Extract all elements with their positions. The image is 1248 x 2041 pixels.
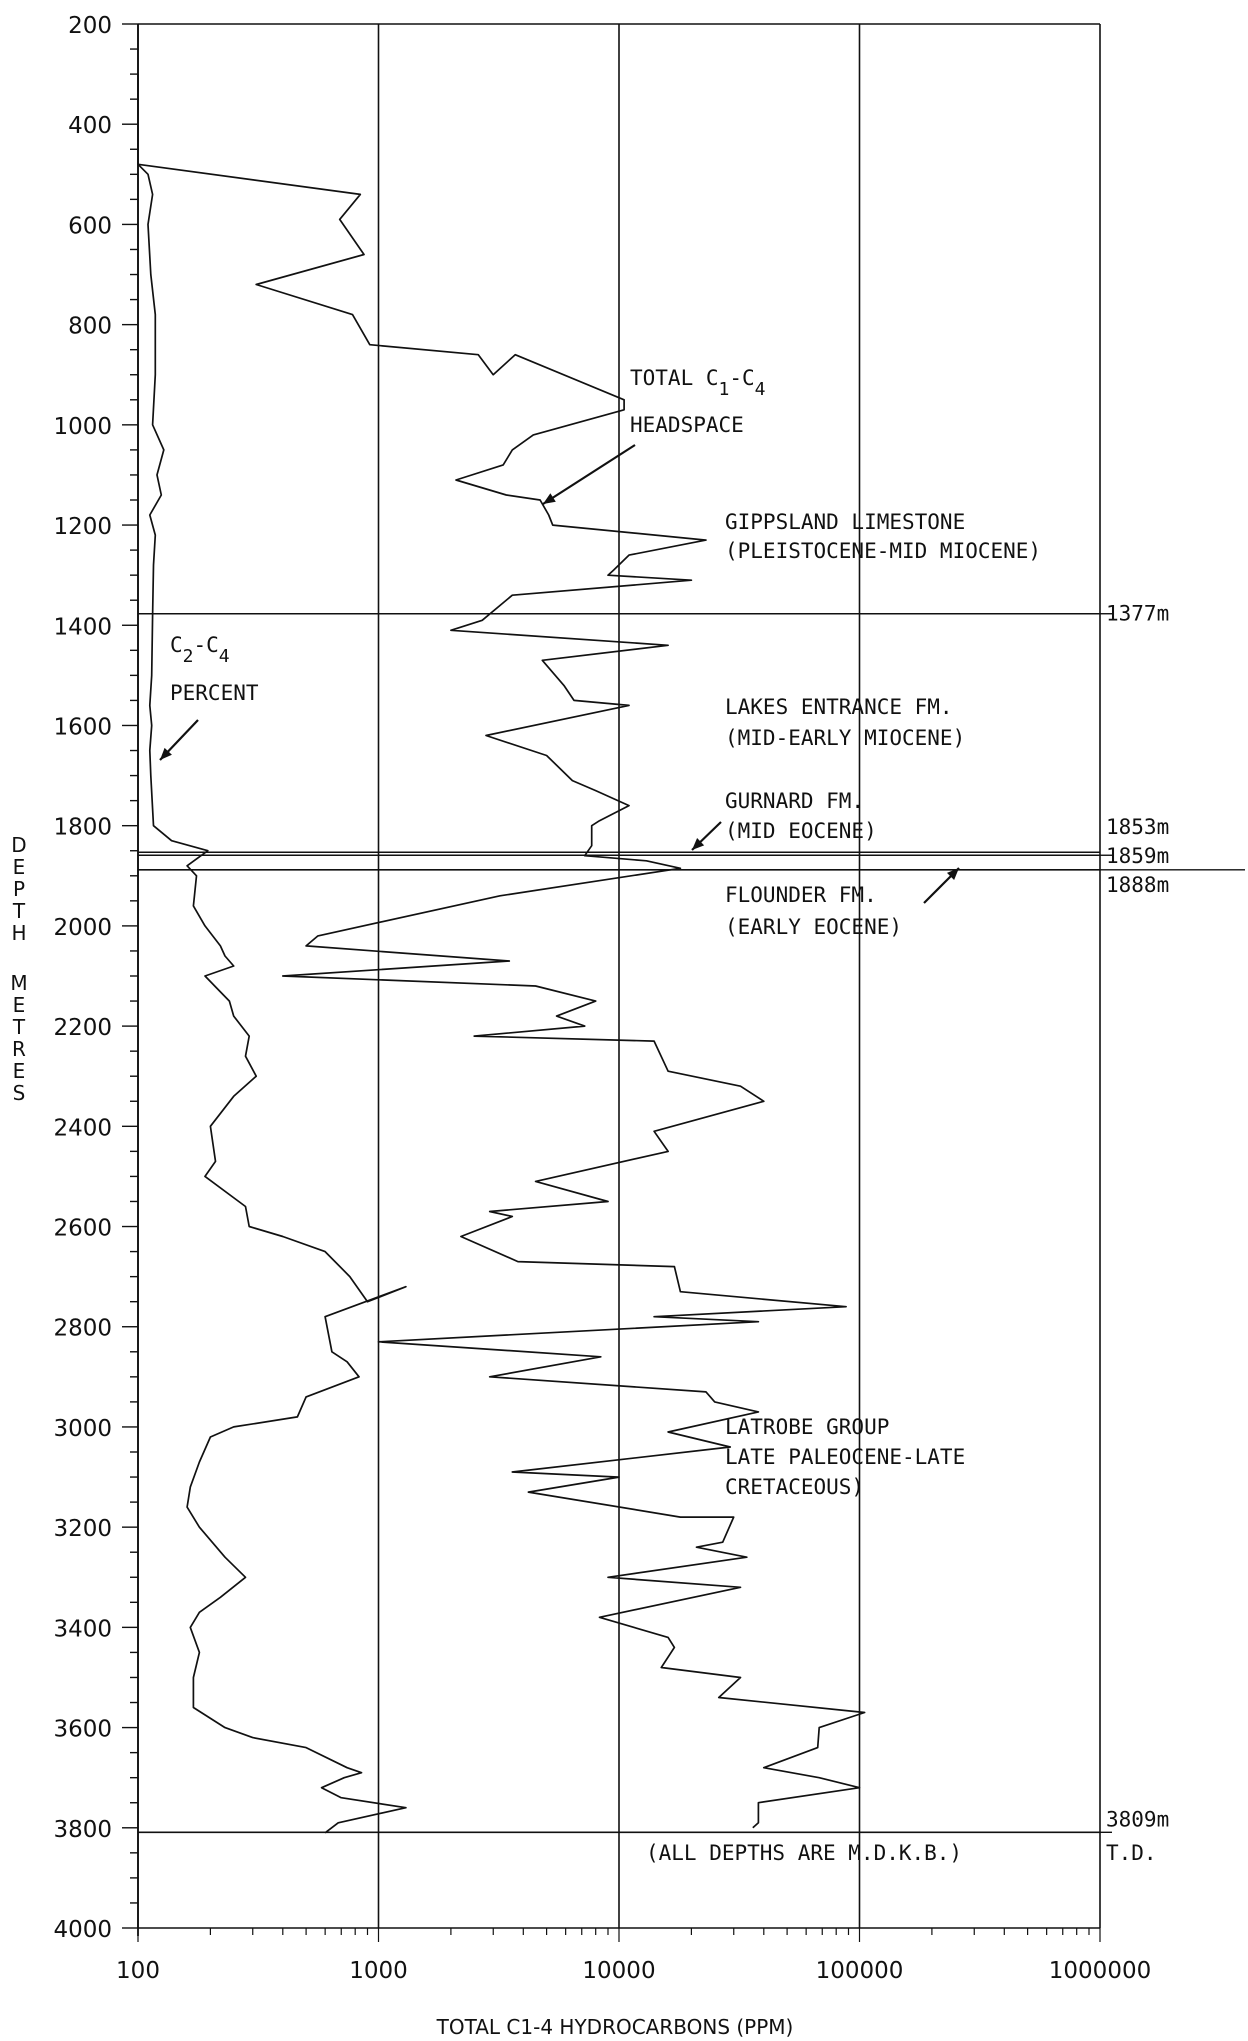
depth-marker-label: 1377m: [1106, 602, 1169, 626]
chart-annotations: TOTAL C1-C4 HEADSPACE C2-C4 PERCENT GIPPSLAN…: [159, 366, 1157, 1865]
depth-marker-label: 3809m: [1106, 1807, 1169, 1831]
y-tick-label: 2400: [53, 1115, 112, 1141]
percent-arrow-head: [160, 747, 172, 760]
x-tick-label: 1000: [349, 1958, 408, 1984]
y-tick-label: 2200: [53, 1015, 112, 1041]
gurnard-label-line2: (MID EOCENE): [725, 819, 877, 843]
y-tick-label: 1600: [53, 714, 112, 740]
depths-note: (ALL DEPTHS ARE M.D.K.B.): [646, 1841, 962, 1865]
headspace-label-line2: HEADSPACE: [630, 413, 744, 437]
y-tick-label: 1200: [53, 514, 112, 540]
headspace-arrow: [542, 444, 636, 505]
series-line: [137, 163, 407, 1834]
y-tick-label: 3400: [53, 1616, 112, 1642]
chart-axes: [122, 23, 1101, 1942]
y-tick-label: 3200: [53, 1516, 112, 1542]
depth-marker-label: 1859m: [1106, 844, 1169, 868]
lakes-entrance-label-line2: (MID-EARLY MIOCENE): [725, 726, 965, 750]
y-tick-label: 600: [68, 213, 112, 239]
percent-label-line2: PERCENT: [170, 681, 259, 705]
headspace-label: TOTAL C1-C4: [630, 366, 766, 400]
x-tick-label: 100: [116, 1958, 160, 1984]
gurnard-label: GURNARD FM.: [725, 789, 864, 813]
headspace-arrow-head: [543, 493, 556, 504]
y-tick-label: 2000: [53, 915, 112, 941]
y-tick-label: 1800: [53, 815, 112, 841]
gurnard-arrow-head: [692, 838, 705, 850]
y-tick-label: 3000: [53, 1416, 112, 1442]
series-line: [137, 74, 866, 1829]
y-tick-label: 200: [68, 13, 112, 39]
latrobe-label-line2: LATE PALEOCENE-LATE: [725, 1445, 965, 1469]
td-label: T.D.: [1106, 1841, 1157, 1865]
chart-series: [137, 74, 866, 1834]
x-tick-label: 1000000: [1049, 1958, 1151, 1984]
y-tick-label: 3800: [53, 1817, 112, 1843]
flounder-arrow-head: [946, 868, 959, 881]
gippsland-label-line2: (PLEISTOCENE-MID MIOCENE): [725, 539, 1041, 563]
depth-marker-label: 1888m: [1106, 873, 1169, 897]
tick-labels: 200 400 600 800 1000 1200 1400 1600 1800 2000 2200…: [53, 13, 1169, 1984]
depth-marker-label: 1853m: [1106, 815, 1169, 839]
x-tick-label: 100000: [816, 1958, 904, 1984]
y-tick-label: 2800: [53, 1316, 112, 1342]
y-tick-label: 1400: [53, 614, 112, 640]
percent-label: C2-C4: [170, 633, 230, 667]
y-tick-label: 4000: [53, 1917, 112, 1943]
formation-boundaries: [138, 23, 1245, 1834]
x-axis-label: TOTAL C1-4 HYDROCARBONS (PPM): [436, 2015, 794, 2039]
y-tick-label: 3600: [53, 1717, 112, 1743]
y-tick-label: 800: [68, 314, 112, 340]
x-tick-label: 10000: [582, 1958, 655, 1984]
y-tick-label: 2600: [53, 1216, 112, 1242]
latrobe-label-line3: CRETACEOUS): [725, 1475, 864, 1499]
gippsland-label: GIPPSLAND LIMESTONE: [725, 510, 965, 534]
latrobe-label: LATROBE GROUP: [725, 1415, 889, 1439]
lakes-entrance-label: LAKES ENTRANCE FM.: [725, 695, 953, 719]
y-tick-label: 400: [68, 113, 112, 139]
y-tick-label: 1000: [53, 414, 112, 440]
flounder-label: FLOUNDER FM.: [725, 883, 877, 907]
flounder-label-line2: (EARLY EOCENE): [725, 915, 902, 939]
